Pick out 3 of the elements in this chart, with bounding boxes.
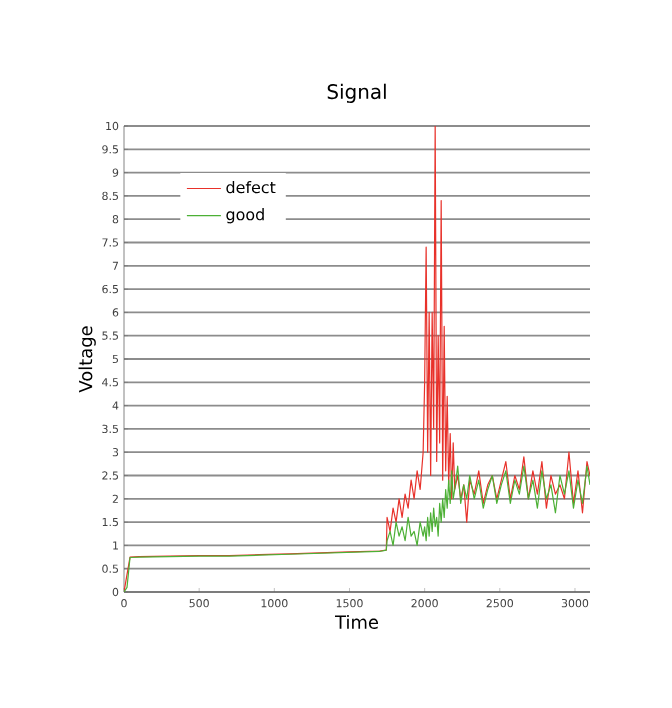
x-axis-title: Time <box>335 615 379 629</box>
y-axis-title: Voltage <box>78 326 96 393</box>
chart-title: Signal <box>327 83 386 104</box>
